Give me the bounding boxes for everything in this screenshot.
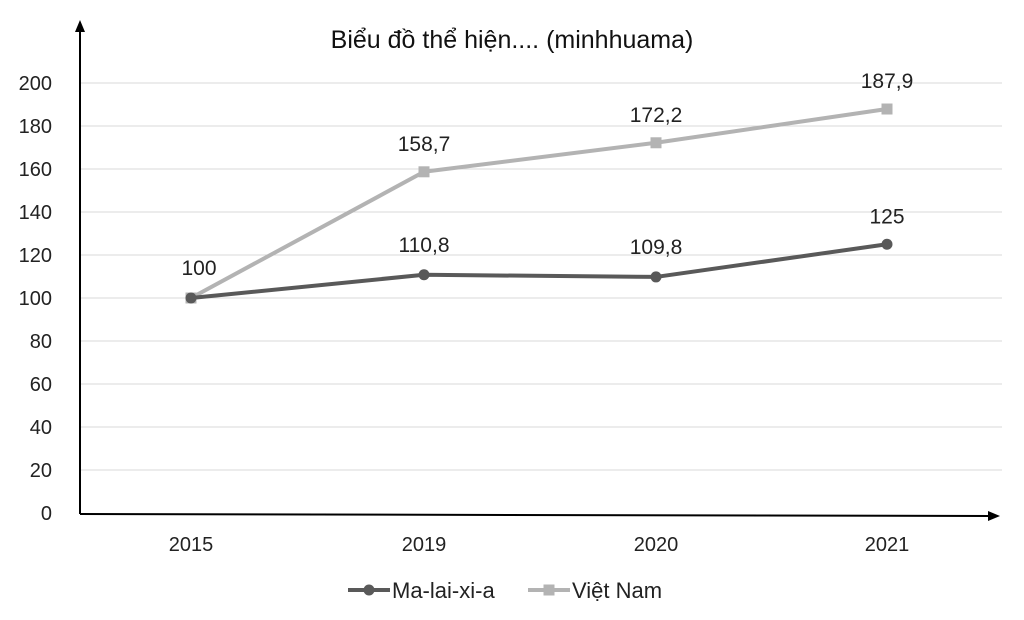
x-tick-label: 2019	[402, 534, 447, 556]
legend-label: Ma-lai-xi-a	[392, 578, 495, 603]
x-tick-labels: 2015 2019 2020 2021	[169, 534, 910, 556]
data-label: 109,8	[630, 236, 683, 259]
data-point	[881, 238, 893, 250]
chart-title: Biểu đồ thể hiện.... (minhhuama)	[331, 26, 694, 54]
data-label: 172,2	[630, 104, 683, 127]
series-line	[190, 242, 888, 300]
data-labels: 100 110,8 109,8 125 158,7 172,2 187,9	[181, 70, 913, 280]
data-point	[418, 269, 430, 281]
data-label: 125	[869, 205, 904, 228]
y-tick-label: 200	[19, 73, 52, 95]
y-axis-arrow	[75, 20, 85, 32]
gridlines	[80, 82, 1002, 471]
x-tick-label: 2021	[865, 534, 910, 556]
data-label: 158,7	[398, 133, 451, 156]
y-tick-label: 0	[41, 503, 52, 525]
data-label: 187,9	[861, 70, 914, 93]
y-tick-label: 80	[30, 331, 52, 353]
data-point	[650, 137, 662, 149]
data-point	[881, 103, 893, 115]
data-point	[418, 166, 430, 178]
x-tick-label: 2015	[169, 534, 214, 556]
data-label: 110,8	[399, 234, 450, 257]
legend-label: Việt Nam	[572, 578, 662, 603]
y-tick-label: 120	[19, 245, 52, 267]
x-axis	[79, 513, 991, 517]
y-tick-label: 180	[19, 116, 52, 138]
data-point	[185, 292, 197, 304]
y-tick-label: 140	[19, 202, 52, 224]
legend: Ma-lai-xi-a Việt Nam	[348, 578, 662, 603]
series-lines	[185, 103, 893, 304]
y-tick-label: 160	[19, 159, 52, 181]
data-label: 100	[181, 257, 216, 280]
x-axis-arrow	[988, 511, 1000, 521]
y-tick-label: 100	[19, 288, 52, 310]
legend-marker	[363, 584, 375, 596]
y-tick-label: 20	[30, 460, 52, 482]
y-tick-label: 40	[30, 417, 52, 439]
axes	[75, 20, 1000, 521]
legend-marker	[543, 584, 555, 596]
x-tick-label: 2020	[634, 534, 679, 556]
series-line	[190, 107, 888, 300]
y-tick-label: 60	[30, 374, 52, 396]
y-tick-labels: 0 20 40 60 80 100 120 140 160 180 200	[19, 73, 52, 525]
data-point	[650, 271, 662, 283]
